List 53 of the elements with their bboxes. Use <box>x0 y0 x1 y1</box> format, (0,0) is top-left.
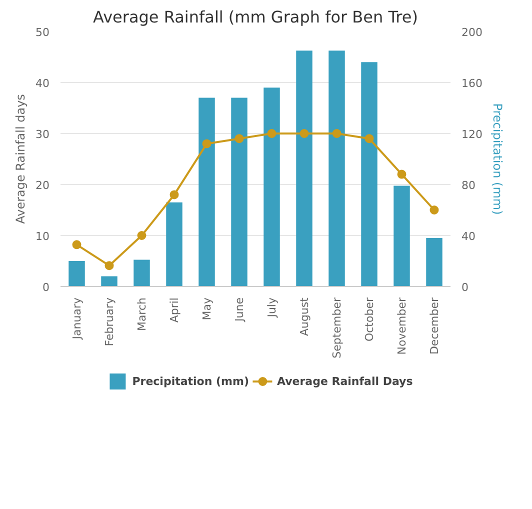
y-tick-label: 50 <box>36 26 50 39</box>
point <box>202 139 212 148</box>
legend-label: Precipitation (mm) <box>132 374 250 388</box>
y-tick-label: 10 <box>36 230 50 243</box>
point <box>234 134 244 144</box>
x-tick-label: July <box>265 297 278 318</box>
point <box>267 129 276 138</box>
legend-label: Average Rainfall Days <box>277 374 413 388</box>
bar <box>134 260 150 286</box>
bar <box>296 50 312 286</box>
x-tick-label: November <box>395 297 408 355</box>
point <box>332 129 342 138</box>
point <box>137 231 146 240</box>
y-axis-title: Average Rainfall days <box>14 94 28 224</box>
bar <box>394 186 410 286</box>
bar <box>68 261 85 286</box>
x-tick-label: September <box>330 297 344 358</box>
bar <box>231 98 248 286</box>
point <box>72 240 82 250</box>
y2-tick-label: 40 <box>462 230 476 243</box>
y2-tick-label: 200 <box>462 26 482 39</box>
x-tick-label: May <box>200 297 214 320</box>
y-tick-label: 30 <box>36 128 50 141</box>
bar <box>101 276 118 286</box>
x-tick-label: August <box>298 296 311 336</box>
y-tick-label: 0 <box>42 281 50 294</box>
x-tick-label: April <box>168 297 181 323</box>
point <box>104 261 114 270</box>
y2-tick-label: 0 <box>462 281 468 294</box>
point <box>397 170 406 179</box>
y-tick-label: 20 <box>36 179 50 192</box>
x-tick-label: March <box>135 297 148 332</box>
x-tick-label: December <box>428 297 441 355</box>
x-tick-label: February <box>102 297 116 346</box>
y-tick-label: 40 <box>36 77 50 90</box>
bar <box>328 50 345 286</box>
chart-title: Average Rainfall (mm Graph for Ben Tre) <box>93 8 418 26</box>
point <box>364 134 374 144</box>
y2-tick-label: 120 <box>462 128 482 141</box>
y2-tick-label: 160 <box>462 77 482 90</box>
bar <box>426 238 442 286</box>
point <box>170 190 179 200</box>
x-tick-label: June <box>232 297 246 322</box>
point <box>300 129 309 138</box>
x-tick-label: January <box>70 297 84 340</box>
bar <box>264 88 280 286</box>
y2-tick-label: 80 <box>462 179 476 192</box>
point <box>430 206 439 214</box>
bar <box>198 98 215 286</box>
bar <box>361 62 378 286</box>
bar <box>166 202 182 286</box>
y2-axis-title: Precipitation (mm) <box>490 103 504 215</box>
x-tick-label: October <box>362 297 376 342</box>
